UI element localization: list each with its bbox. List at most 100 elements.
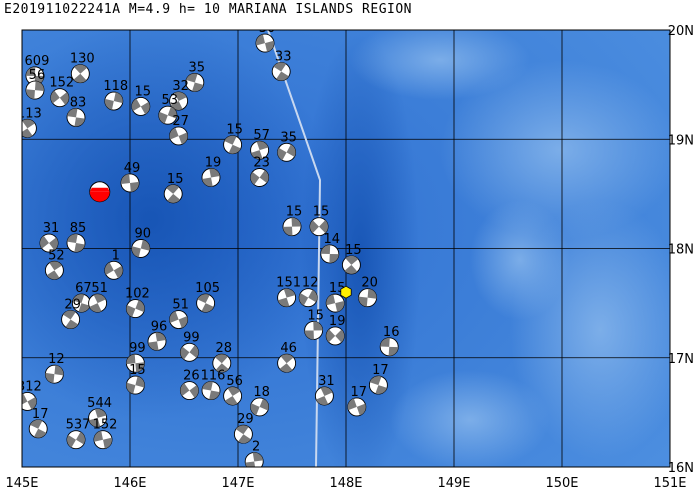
event-depth-label: 27 [172,114,189,129]
focal-mechanism: 17 [347,385,368,417]
focal-mechanism: 113 [22,106,42,138]
focal-mechanism: 12 [44,352,65,384]
focal-mechanism: 15 [163,172,184,204]
focal-mechanism: 52 [44,248,65,280]
map-border [21,29,671,468]
event-depth-label: 85 [70,221,87,236]
event-depth-label: 52 [48,248,65,263]
event-depth-label: 14 [324,232,341,247]
event-depth-label: 105 [195,281,220,296]
focal-mechanism: 51 [88,281,108,313]
focal-mechanism: 15 [341,243,362,275]
focal-mechanism: 20 [358,276,378,308]
focal-mechanism: 16 [379,325,400,357]
focal-mechanism: 15 [304,308,324,340]
event-depth-label: 312 [17,379,42,394]
focal-mechanism: 56 [223,374,243,406]
focal-mechanism: 15 [282,205,303,237]
event-depth-label: 99 [129,341,146,356]
event-depth-label: 57 [253,128,270,143]
focal-mechanism: 544 [87,396,112,428]
focal-mechanism: 49 [120,161,141,193]
focal-mechanism: 152 [93,418,117,450]
focal-mechanism: 35 [185,60,206,92]
focal-mechanism: 32 [169,79,189,111]
event-depth-label: 15 [167,172,184,187]
event-depth-label: 1 [112,248,120,263]
event-depth-label: 17 [351,385,368,400]
focal-mechanism: 15 [131,84,151,116]
focal-mechanism: 56 [25,68,46,100]
event-depth-label: 19 [205,155,222,170]
focal-mechanism: 118 [103,79,128,111]
lon-tick-label: 145E [5,476,38,491]
focal-mechanism: 130 [70,52,95,84]
event-depth-label: 31 [43,221,60,236]
event-depth-label: 17 [372,363,389,378]
focal-mechanism: 609 [25,54,49,86]
focal-mechanism: 18 [250,385,270,417]
event-depth-label: 56 [226,374,243,389]
focal-mechanism: 29 [233,412,254,444]
lon-tick-label: 148E [329,476,362,491]
lon-tick-label: 150E [545,476,578,491]
event-depth-label: 35 [189,60,206,75]
focal-mechanism: 28 [212,341,233,373]
event-depth-label: 51 [91,281,108,296]
lon-tick-label: 151E [653,476,686,491]
event-depth-label: 32 [172,79,189,94]
event-depth-label: 56 [29,68,46,83]
focal-mechanism: 19 [325,314,345,346]
focal-mechanism: 12 [298,276,318,308]
event-depth-label: 49 [124,161,141,176]
focal-mechanism: 116 [201,369,226,400]
axis-labels: 145E 146E 147E 148E 149E 150E 151E 20N 19N 18N 17N… [5,24,694,491]
event-depth-label: 30 [259,21,276,36]
lat-tick-label: 19N [668,133,694,148]
focal-mechanism: 151 [276,276,301,308]
event-depth-label: 28 [216,341,233,356]
event-depth-label: 544 [87,396,112,411]
event-depth-label: 2 [252,440,260,455]
focal-mechanism: 35 [277,130,297,162]
focal-mechanism: 15 [309,205,330,237]
focal-mechanism: 312 [17,379,42,411]
target-event-mechanism [89,181,111,203]
focal-mechanism: 15 [223,123,243,155]
focal-mechanism: 23 [250,155,270,187]
event-depth-label: 116 [201,369,226,384]
event-depth-label: 15 [307,308,324,323]
lat-tick-label: 17N [668,352,694,367]
event-depth-label: 99 [183,330,200,345]
epicenter-marker [340,285,352,299]
event-depth-label: 90 [135,227,152,242]
focal-mechanism: 19 [201,155,222,187]
event-depth-label: 53 [162,93,179,108]
focal-mechanism: 67 [71,281,92,313]
focal-mechanism: 1 [104,248,124,280]
event-depth-label: 118 [103,79,128,94]
highlight-markers [89,181,352,299]
event-depth-label: 15 [286,205,303,220]
event-depth-label: 20 [361,276,378,291]
event-depth-label: 23 [253,155,270,170]
focal-mechanism: 15 [125,363,146,395]
focal-mechanism: 33 [271,50,291,81]
lon-tick-label: 146E [113,476,146,491]
focal-mechanism: 17 [28,407,48,439]
focal-mechanism: 90 [131,227,152,258]
focal-mechanism: 15 [325,281,345,313]
event-depth-label: 16 [383,325,400,340]
event-depth-label: 15 [129,363,146,378]
event-depth-label: 15 [313,205,330,220]
event-depth-label: 537 [66,418,91,433]
focal-mechanism: 51 [169,298,189,329]
event-depth-label: 18 [253,385,270,400]
lat-tick-label: 16N [668,461,694,476]
event-depth-label: 67 [75,281,92,296]
event-depth-label: 29 [64,298,81,313]
focal-mechanism: 17 [368,363,389,395]
focal-mechanism: 53 [158,93,179,125]
focal-mechanism: 26 [179,369,200,400]
